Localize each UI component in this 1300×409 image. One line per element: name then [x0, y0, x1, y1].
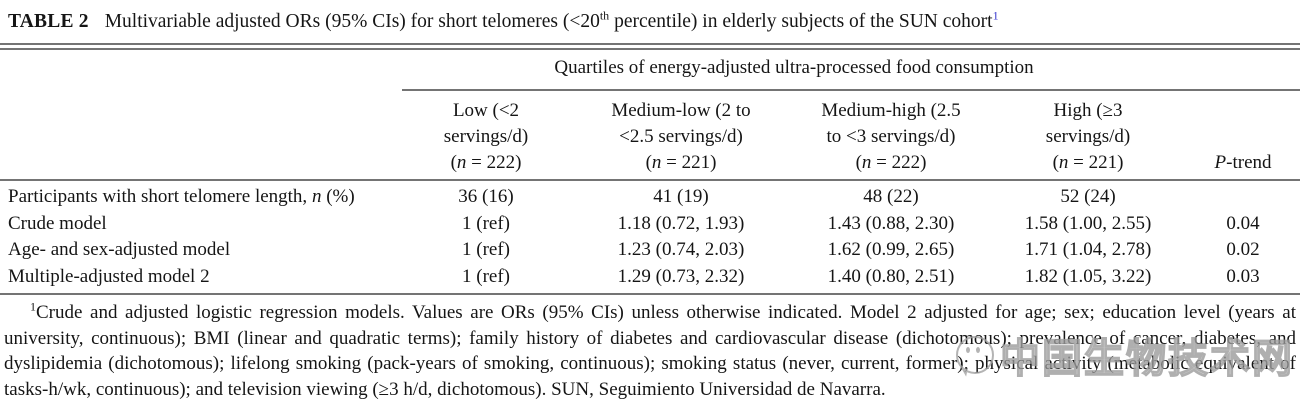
cell-value: 1.82 (1.05, 3.22) [990, 263, 1187, 295]
top-double-rule [0, 43, 1300, 50]
table-footnote: 1Crude and adjusted logistic regression … [4, 300, 1296, 402]
cell-value: 1.62 (0.99, 2.65) [827, 239, 955, 260]
column-header-low: Low (<2 servings/d) (n = 222) [402, 90, 570, 181]
table-row-participants: Participants with short telomere length,… [0, 180, 1300, 211]
row-label: Multiple-adjusted model 2 [0, 263, 402, 295]
cell-value: 1.40 (0.80, 2.51) [792, 263, 990, 295]
cell-value: 1 (ref) [402, 263, 570, 295]
cell-value: 1.18 (0.72, 1.93) [617, 212, 745, 234]
cell-value: 52 (24) [1060, 186, 1116, 207]
cell-value: 41 (19) [653, 186, 709, 207]
table-number: TABLE 2 [8, 11, 89, 32]
row-label: Participants with short telomere length,… [8, 186, 355, 207]
n-count: (n = 221) [645, 152, 717, 173]
cell-p-trend: 0.03 [1186, 263, 1300, 295]
column-header-medium-high: Medium-high (2.5 to <3 servings/d) (n = … [792, 90, 990, 181]
cell-value: 1.29 (0.73, 2.32) [570, 263, 792, 295]
footnote-ref-link[interactable]: 1 [992, 8, 999, 23]
table-title: TABLE 2 Multivariable adjusted ORs (95% C… [0, 0, 1300, 35]
cell-p-trend: 0.02 [1226, 239, 1260, 260]
n-count: (n = 222) [855, 152, 927, 173]
row-label-header [0, 90, 402, 181]
cell-value: 1.58 (1.00, 2.55) [1024, 212, 1152, 234]
footnote-number: 1 [30, 299, 36, 314]
cell-value: 1.71 (1.04, 2.78) [1024, 239, 1152, 260]
title-text-part1: Multivariable adjusted ORs (95% CIs) for… [104, 11, 600, 32]
row-label: Crude model [8, 212, 107, 234]
spanner-row: Quartiles of energy-adjusted ultra-proce… [0, 50, 1300, 91]
column-header-row: Low (<2 servings/d) (n = 222) Medium-low… [0, 90, 1300, 181]
column-header-p-trend: P-trend [1186, 90, 1300, 181]
table-row-multiple-adjusted: Multiple-adjusted model 2 1 (ref) 1.29 (… [0, 263, 1300, 295]
cell-value: 1 (ref) [462, 212, 510, 234]
spanner-spacer [0, 50, 402, 90]
superscript-th: th [599, 8, 610, 23]
title-text-part2: percentile) in elderly subjects of the S… [609, 11, 993, 32]
cell-value: 48 (22) [863, 186, 919, 207]
spanner-rule-extension [1186, 50, 1300, 91]
results-table: Quartiles of energy-adjusted ultra-proce… [0, 50, 1300, 295]
column-header-high: High (≥3 servings/d) (n = 221) [990, 90, 1187, 181]
table-row-crude-model: Crude model 1 (ref) 1.18 (0.72, 1.93) 1.… [0, 211, 1300, 238]
n-count: (n = 222) [450, 152, 522, 173]
column-group-header: Quartiles of energy-adjusted ultra-proce… [402, 50, 1187, 91]
cell-value: 1 (ref) [462, 239, 510, 260]
cell-value: 36 (16) [458, 186, 514, 207]
n-count: (n = 221) [1052, 152, 1124, 173]
table-row-age-sex-adjusted: Age- and sex-adjusted model 1 (ref) 1.23… [0, 237, 1300, 264]
cell-p-trend [1186, 180, 1300, 211]
cell-p-trend: 0.04 [1226, 212, 1260, 234]
cell-value: 1.43 (0.88, 2.30) [827, 212, 955, 234]
cell-value: 1.23 (0.74, 2.03) [617, 239, 745, 260]
column-header-medium-low: Medium-low (2 to <2.5 servings/d) (n = 2… [570, 90, 792, 181]
footnote-text: Crude and adjusted logistic regression m… [4, 302, 1296, 400]
row-label: Age- and sex-adjusted model [8, 239, 231, 260]
